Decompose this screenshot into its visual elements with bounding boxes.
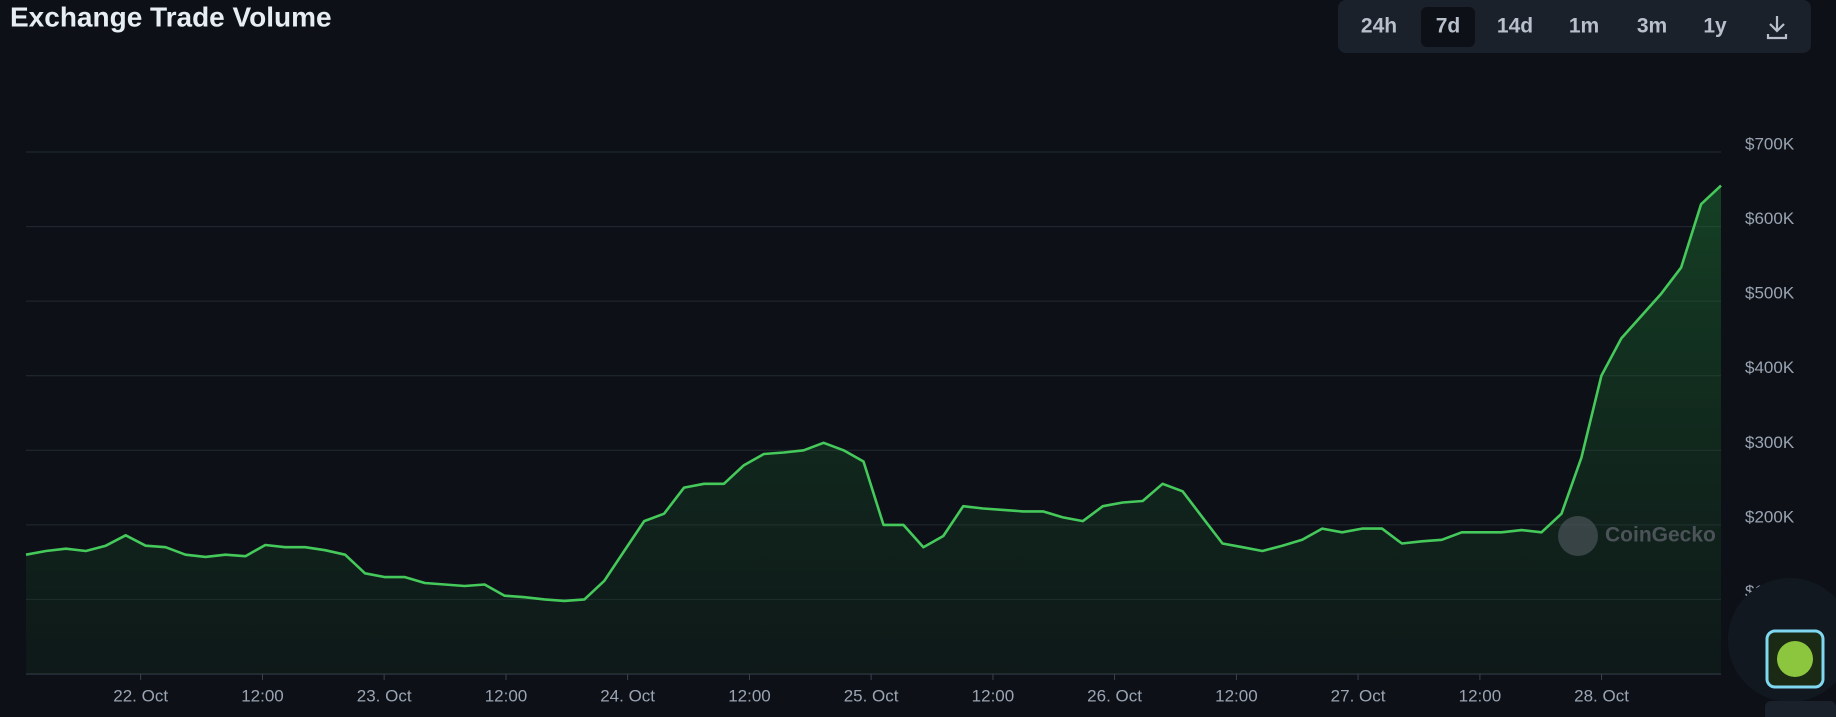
x-tick-label: 28. Oct bbox=[1574, 686, 1629, 705]
range-button-label: 14d bbox=[1497, 15, 1533, 38]
range-button-label: 7d bbox=[1436, 15, 1461, 38]
x-tick-label: 12:00 bbox=[972, 686, 1015, 705]
range-button-label: 3m bbox=[1637, 15, 1667, 38]
widget-tab bbox=[1765, 701, 1836, 717]
x-tick-label: 12:00 bbox=[241, 686, 284, 705]
x-tick-label: 12:00 bbox=[1215, 686, 1258, 705]
active-highlight bbox=[1421, 7, 1475, 47]
x-tick-label: 25. Oct bbox=[844, 686, 899, 705]
range-button[interactable]: 24h bbox=[1361, 15, 1397, 38]
x-tick-label: 12:00 bbox=[728, 686, 771, 705]
y-tick-label: $600K bbox=[1745, 209, 1795, 228]
x-tick-label: 12:00 bbox=[485, 686, 528, 705]
range-button-label: 1y bbox=[1703, 15, 1727, 38]
range-button[interactable]: 1m bbox=[1569, 15, 1599, 38]
x-tick-label: 27. Oct bbox=[1331, 686, 1386, 705]
range-button[interactable]: 7d bbox=[1421, 7, 1475, 47]
range-button[interactable]: 1y bbox=[1703, 15, 1727, 38]
line bbox=[25, 184, 1722, 603]
x-tick-label: 26. Oct bbox=[1087, 686, 1142, 705]
watermark: CoinGecko bbox=[1605, 524, 1716, 547]
range-button-label: 1m bbox=[1569, 15, 1599, 38]
range-button-label: 24h bbox=[1361, 15, 1397, 38]
download-icon bbox=[1766, 16, 1788, 40]
x-tick-label: 23. Oct bbox=[357, 686, 412, 705]
chart-title: Exchange Trade Volume bbox=[10, 1, 332, 32]
download-button[interactable] bbox=[1766, 16, 1788, 40]
y-tick-label: $700K bbox=[1745, 134, 1795, 153]
range-button[interactable]: 14d bbox=[1497, 15, 1533, 38]
y-tick-label: $200K bbox=[1745, 507, 1795, 526]
y-tick-label: $300K bbox=[1745, 433, 1795, 452]
x-tick-label: 22. Oct bbox=[113, 686, 168, 705]
y-tick-label: $500K bbox=[1745, 284, 1795, 303]
x-tick-label: 24. Oct bbox=[600, 686, 655, 705]
area-fill bbox=[26, 185, 1721, 674]
gecko-icon bbox=[1777, 641, 1813, 677]
range-button[interactable]: 3m bbox=[1637, 15, 1667, 38]
x-tick-label: 12:00 bbox=[1459, 686, 1502, 705]
watermark-logo bbox=[1558, 516, 1598, 556]
y-tick-label: $400K bbox=[1745, 358, 1795, 377]
